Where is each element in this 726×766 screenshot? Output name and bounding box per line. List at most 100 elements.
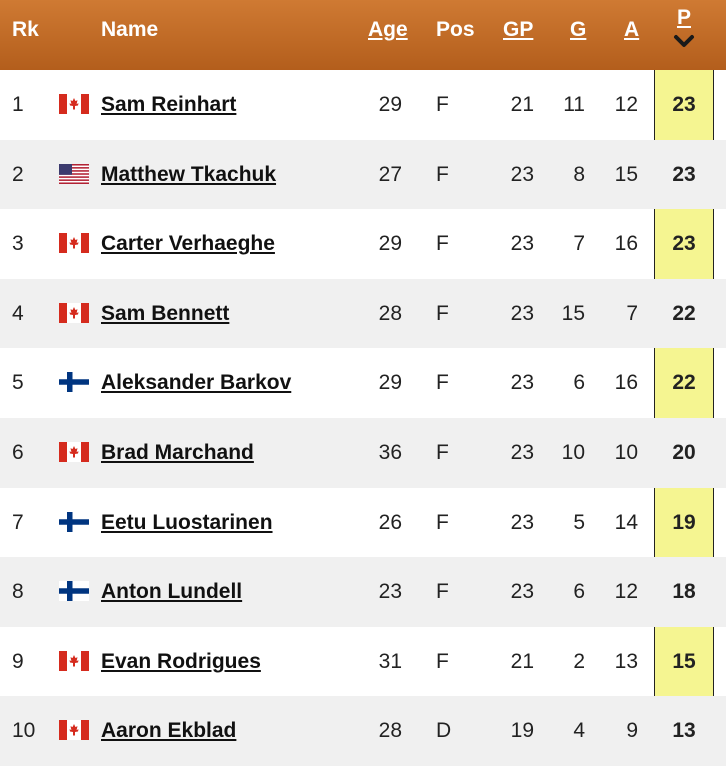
finland-flag-icon	[59, 372, 89, 393]
games-played-cell: 21	[510, 93, 534, 116]
assists-cell: 10	[614, 440, 638, 464]
position-cell: F	[436, 301, 449, 325]
position-cell: F	[436, 371, 449, 395]
table-row: 9 Evan Rodrigues 31 F 21 2 13 15	[0, 627, 726, 697]
points-cell: 20	[672, 440, 696, 464]
player-name-link[interactable]: Aaron Ekblad	[101, 719, 237, 743]
table-row: 3 Carter Verhaeghe 29 F 23 7 16 23	[0, 209, 726, 279]
player-name-link[interactable]: Anton Lundell	[101, 580, 243, 604]
header-assists-sort-link[interactable]: A	[624, 18, 640, 41]
player-name-link[interactable]: Evan Rodrigues	[101, 649, 261, 673]
player-name-link[interactable]: Sam Bennett	[101, 301, 230, 325]
header-position: Pos	[436, 18, 475, 41]
position-cell: F	[436, 162, 449, 186]
age-cell: 23	[378, 580, 402, 604]
header-age-sort-link[interactable]: Age	[368, 18, 408, 41]
table-row: 6 Brad Marchand 36 F 23 10 10 20	[0, 417, 726, 488]
table-row: 2 Matthew Tkachuk 27 F 23 8 15 23	[0, 139, 726, 210]
player-name-link[interactable]: Eetu Luostarinen	[101, 510, 273, 534]
games-played-cell: 23	[510, 232, 534, 256]
header-name: Name	[101, 18, 159, 41]
canada-flag-icon	[59, 302, 89, 323]
position-cell: F	[436, 232, 449, 256]
player-name-link[interactable]: Sam Reinhart	[101, 93, 237, 116]
canada-flag-icon	[59, 233, 89, 254]
goals-cell: 11	[563, 93, 585, 116]
position-cell: F	[436, 440, 449, 464]
rank-cell: 10	[12, 719, 36, 743]
goals-cell: 2	[573, 649, 585, 673]
age-cell: 31	[378, 649, 402, 673]
table-row: 8 Anton Lundell 23 F 23 6 12 18	[0, 557, 726, 627]
assists-cell: 16	[614, 232, 638, 256]
points-cell: 23	[672, 162, 696, 186]
header-goals-sort-link[interactable]: G	[570, 18, 587, 41]
age-cell: 29	[378, 93, 402, 116]
header-points-label: P	[676, 6, 691, 29]
assists-cell: 13	[614, 649, 638, 673]
points-cell: 18	[672, 580, 696, 604]
header-points-sort-link[interactable]: P	[654, 0, 714, 66]
goals-cell: 15	[561, 301, 585, 325]
age-cell: 36	[378, 440, 402, 464]
goals-cell: 10	[561, 440, 585, 464]
table-row: 5 Aleksander Barkov 29 F 23 6 16 22	[0, 348, 726, 418]
points-cell: 23	[672, 93, 696, 116]
points-cell: 22	[672, 301, 696, 325]
assists-cell: 15	[614, 162, 638, 186]
goals-cell: 8	[573, 162, 585, 186]
header-games-played-sort-link[interactable]: GP	[503, 18, 534, 41]
rank-cell: 1	[12, 93, 24, 116]
rank-cell: 4	[12, 301, 24, 325]
player-name-link[interactable]: Matthew Tkachuk	[101, 162, 277, 186]
chevron-down-icon	[654, 34, 714, 50]
table-row: 10 Aaron Ekblad 28 D 19 4 9 13	[0, 696, 726, 766]
points-cell: 15	[672, 649, 696, 673]
age-cell: 28	[378, 719, 402, 743]
points-cell: 23	[672, 232, 696, 256]
age-cell: 26	[378, 510, 402, 534]
table-body: 1 Sam Reinhart 29 F 21 11 12 23 2 Matthe…	[0, 70, 726, 766]
assists-cell: 9	[626, 719, 638, 743]
assists-cell: 14	[614, 510, 638, 534]
usa-flag-icon	[59, 163, 89, 184]
finland-flag-icon	[59, 581, 89, 602]
goals-cell: 6	[573, 580, 585, 604]
table-row: 4 Sam Bennett 28 F 23 15 7 22	[0, 278, 726, 349]
assists-cell: 12	[614, 580, 638, 604]
goals-cell: 6	[573, 371, 585, 395]
age-cell: 27	[378, 162, 402, 186]
goals-cell: 4	[573, 719, 585, 743]
rank-cell: 5	[12, 371, 24, 395]
player-name-link[interactable]: Brad Marchand	[101, 440, 254, 464]
rank-cell: 7	[12, 510, 24, 534]
canada-flag-icon	[59, 650, 89, 671]
table-header: Rk Name Age Pos GP G A P	[0, 0, 726, 70]
header-rank: Rk	[12, 18, 39, 41]
assists-cell: 12	[614, 93, 638, 116]
games-played-cell: 23	[510, 162, 534, 186]
canada-flag-icon	[59, 720, 89, 741]
games-played-cell: 21	[510, 649, 534, 673]
position-cell: D	[436, 719, 452, 743]
position-cell: F	[436, 580, 449, 604]
assists-cell: 7	[626, 301, 638, 325]
games-played-cell: 23	[510, 580, 534, 604]
rank-cell: 8	[12, 580, 24, 604]
player-name-link[interactable]: Aleksander Barkov	[101, 371, 292, 395]
rank-cell: 9	[12, 649, 24, 673]
rank-cell: 2	[12, 162, 24, 186]
player-name-link[interactable]: Carter Verhaeghe	[101, 232, 275, 256]
finland-flag-icon	[59, 511, 89, 532]
assists-cell: 16	[614, 371, 638, 395]
position-cell: F	[436, 93, 449, 116]
points-cell: 22	[672, 371, 696, 395]
goals-cell: 5	[573, 510, 585, 534]
games-played-cell: 23	[510, 301, 534, 325]
rank-cell: 3	[12, 232, 24, 256]
games-played-cell: 23	[510, 440, 534, 464]
games-played-cell: 23	[510, 371, 534, 395]
points-cell: 13	[672, 719, 696, 743]
age-cell: 29	[378, 371, 402, 395]
table-row: 7 Eetu Luostarinen 26 F 23 5 14 19	[0, 488, 726, 558]
